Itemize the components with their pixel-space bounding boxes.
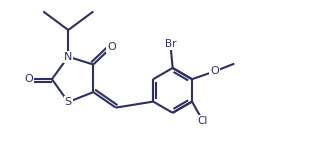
Text: O: O xyxy=(107,42,116,52)
Text: Cl: Cl xyxy=(198,116,208,126)
Text: O: O xyxy=(210,66,219,76)
Text: S: S xyxy=(65,97,72,107)
Text: N: N xyxy=(64,52,72,62)
Text: Br: Br xyxy=(165,39,176,49)
Text: O: O xyxy=(24,74,33,84)
